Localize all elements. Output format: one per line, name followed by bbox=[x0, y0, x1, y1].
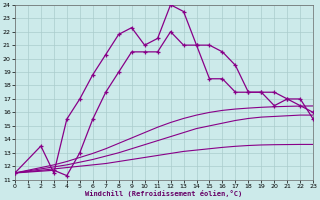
X-axis label: Windchill (Refroidissement éolien,°C): Windchill (Refroidissement éolien,°C) bbox=[85, 190, 243, 197]
